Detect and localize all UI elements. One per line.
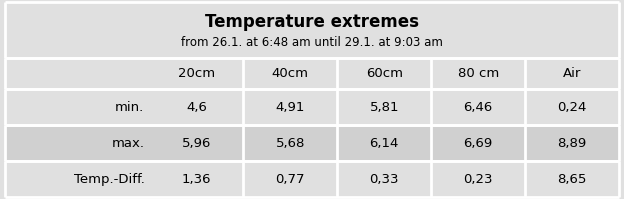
Bar	[5, 125, 619, 161]
Text: 0,77: 0,77	[276, 173, 305, 186]
Text: 5,96: 5,96	[182, 137, 211, 150]
Text: Temp.-Diff.: Temp.-Diff.	[74, 173, 145, 186]
Text: 20cm: 20cm	[178, 67, 215, 80]
Text: 5,81: 5,81	[369, 101, 399, 114]
Text: 6,69: 6,69	[464, 137, 493, 150]
Text: min.: min.	[115, 101, 145, 114]
Text: 80 cm: 80 cm	[457, 67, 499, 80]
Text: from 26.1. at 6:48 am until 29.1. at 9:03 am: from 26.1. at 6:48 am until 29.1. at 9:0…	[181, 36, 443, 49]
Text: 40cm: 40cm	[272, 67, 309, 80]
Text: 6,14: 6,14	[369, 137, 399, 150]
Text: 4,6: 4,6	[186, 101, 207, 114]
Bar	[5, 161, 619, 197]
Text: 0,33: 0,33	[369, 173, 399, 186]
Bar	[5, 89, 619, 125]
Text: 0,24: 0,24	[557, 101, 587, 114]
Text: Air: Air	[563, 67, 581, 80]
Text: 5,68: 5,68	[276, 137, 305, 150]
Text: 8,89: 8,89	[557, 137, 587, 150]
Text: max.: max.	[112, 137, 145, 150]
Text: Temperature extremes: Temperature extremes	[205, 13, 419, 31]
Text: 4,91: 4,91	[276, 101, 305, 114]
Text: 8,65: 8,65	[557, 173, 587, 186]
Text: 1,36: 1,36	[182, 173, 211, 186]
Text: 6,46: 6,46	[464, 101, 493, 114]
Text: 60cm: 60cm	[366, 67, 402, 80]
Text: 0,23: 0,23	[464, 173, 493, 186]
Bar	[5, 58, 619, 89]
Bar	[5, 2, 619, 58]
